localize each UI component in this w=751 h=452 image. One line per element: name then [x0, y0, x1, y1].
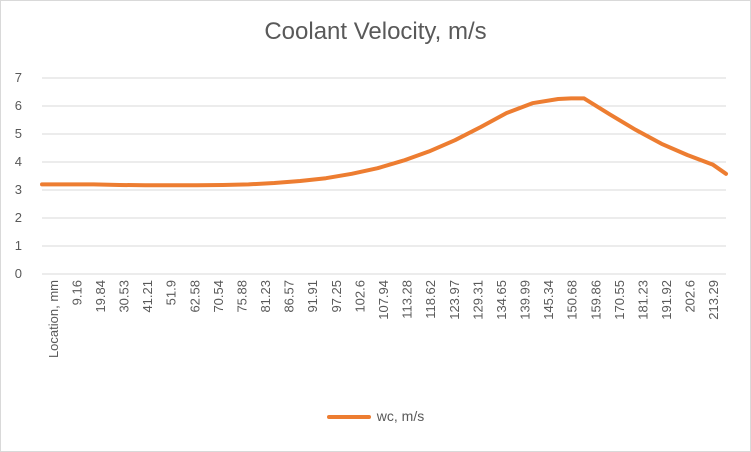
y-tick-label: 2 [15, 210, 22, 225]
x-tick-label: 19.84 [93, 280, 108, 313]
y-tick-label: 6 [15, 98, 22, 113]
y-tick-label: 1 [15, 238, 22, 253]
legend: wc, m/s [0, 408, 751, 424]
x-tick-label: 159.86 [588, 280, 603, 320]
y-tick-label: 3 [15, 182, 22, 197]
x-tick-label: 113.28 [400, 280, 415, 319]
x-tick-label: 118.62 [423, 280, 438, 319]
chart-title: Coolant Velocity, m/s [264, 18, 487, 45]
x-tick-label: 9.16 [69, 280, 84, 305]
legend-label: wc, m/s [376, 408, 425, 424]
x-tick-label: 139.99 [518, 280, 533, 320]
x-tick-label: 41.21 [140, 280, 155, 313]
x-tick-label: 107.94 [376, 280, 391, 320]
x-tick-label: 30.53 [117, 280, 132, 313]
x-tick-label: 145.34 [541, 280, 556, 320]
x-tick-label: 123.97 [447, 280, 462, 320]
x-tick-label: 170.55 [612, 280, 627, 320]
x-tick-label: 181.23 [635, 280, 650, 320]
x-tick-label: 102.6 [352, 280, 367, 313]
legend-swatch [326, 415, 371, 420]
x-tick-label: Location, mm [46, 280, 61, 358]
x-tick-label: 134.65 [494, 280, 509, 320]
x-tick-label: 91.91 [305, 280, 320, 313]
y-tick-label: 4 [15, 154, 22, 169]
x-tick-label: 75.88 [234, 280, 249, 313]
x-tick-label: 213.29 [706, 280, 721, 320]
y-tick-label: 0 [15, 266, 22, 281]
x-tick-label: 51.9 [164, 280, 179, 305]
series-line [40, 96, 728, 188]
x-tick-label: 129.31 [470, 280, 485, 320]
x-tick-label: 202.6 [683, 280, 698, 313]
x-tick-label: 150.68 [565, 280, 580, 320]
x-tick-label: 62.58 [187, 280, 202, 313]
x-tick-label: 97.25 [329, 280, 344, 313]
y-tick-label: 7 [15, 70, 22, 85]
x-tick-label: 191.92 [659, 280, 674, 320]
y-tick-label: 5 [15, 126, 22, 141]
x-tick-label: 70.54 [211, 280, 226, 313]
x-tick-label: 81.23 [258, 280, 273, 313]
x-tick-label: 86.57 [282, 280, 297, 313]
